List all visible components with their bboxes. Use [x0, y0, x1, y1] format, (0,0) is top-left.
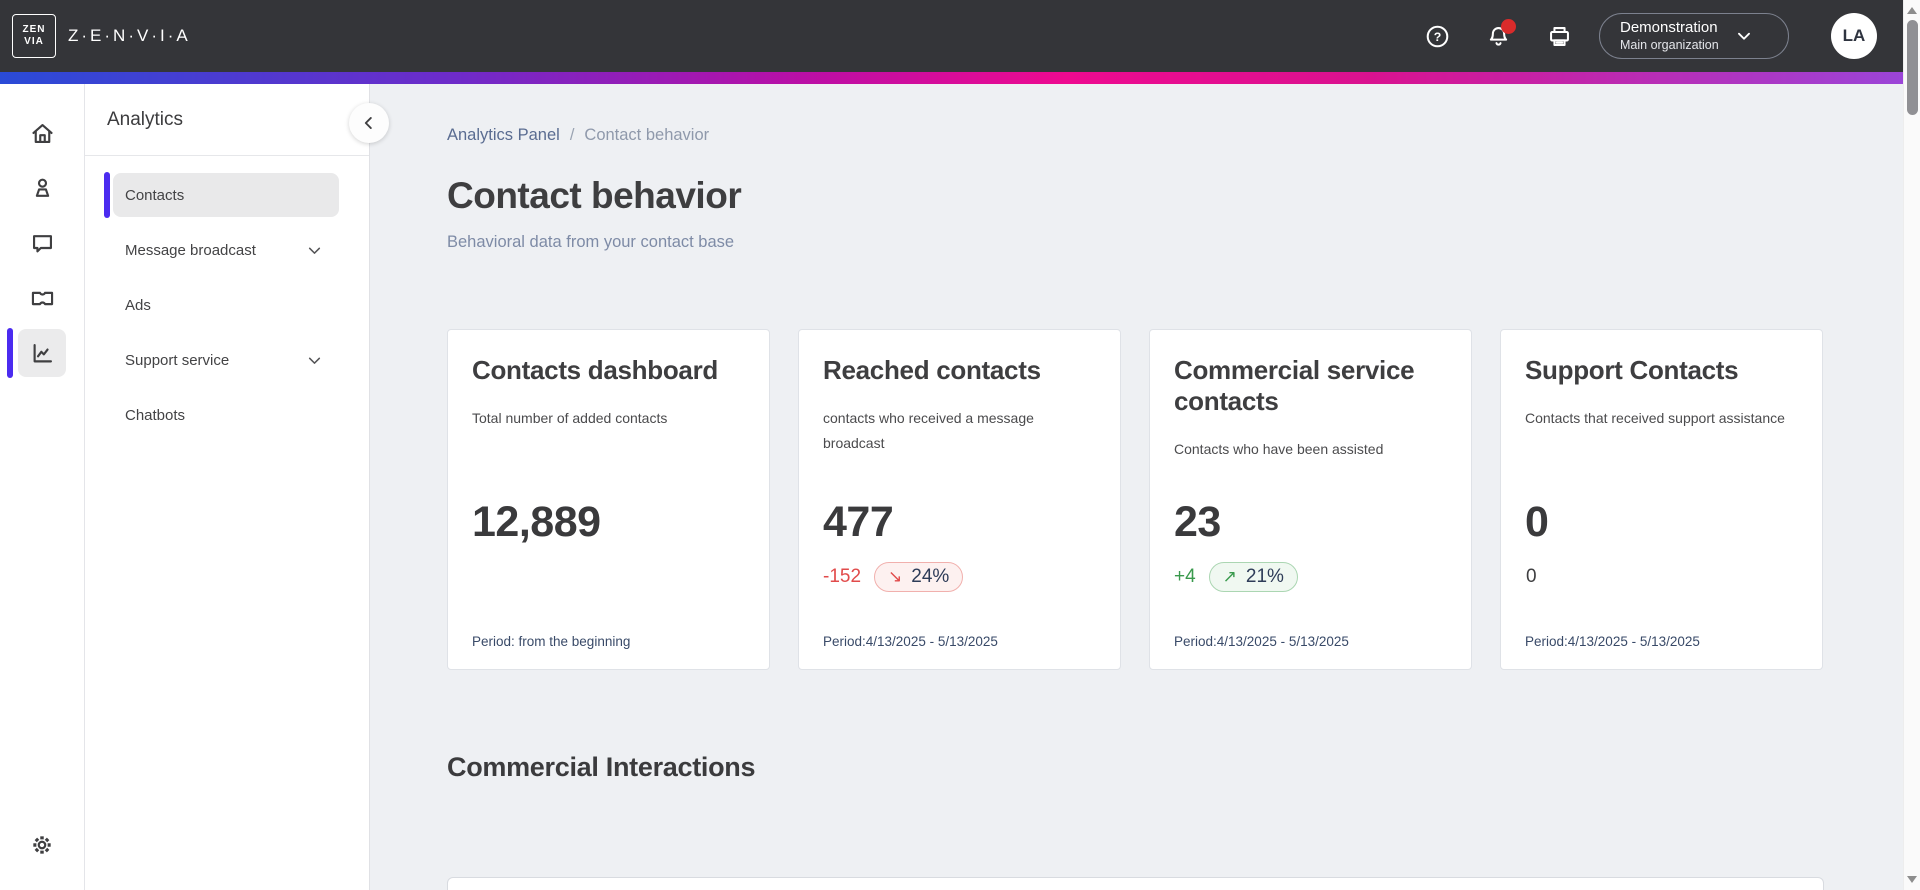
- chevron-down-icon: [308, 357, 321, 364]
- trend-up-icon: ↗: [1222, 567, 1237, 586]
- notification-badge: [1501, 19, 1516, 34]
- card-title: Support Contacts: [1525, 355, 1739, 385]
- card-delta-row: -152 ↘ 24%: [823, 562, 964, 592]
- page-scrollbar[interactable]: [1903, 0, 1920, 890]
- breadcrumb-separator: /: [569, 126, 575, 144]
- analytics-chart-icon: [33, 343, 52, 362]
- chevron-down-icon: [1737, 32, 1750, 40]
- card-value: 0: [1525, 498, 1549, 546]
- card-title: Reached contacts: [823, 355, 1041, 385]
- organization-info: Demonstration Main organization: [1620, 19, 1719, 53]
- printer-icon: [1549, 26, 1569, 46]
- brand-gradient-bar: [0, 72, 1903, 84]
- organization-name: Demonstration: [1620, 18, 1718, 36]
- card-value: 12,889: [472, 498, 601, 546]
- rail-item-conversations[interactable]: [18, 219, 66, 267]
- sidebar-nav: Contacts Message broadcast Ads Support s…: [85, 156, 369, 437]
- breadcrumb-analytics-panel[interactable]: Analytics Panel: [447, 126, 560, 144]
- trend-badge: ↘ 24%: [874, 562, 964, 592]
- page-title: Contact behavior: [447, 175, 742, 216]
- rail-item-home[interactable]: [18, 109, 66, 157]
- scrollbar-thumb[interactable]: [1907, 20, 1918, 115]
- sidebar-item-label: Support service: [125, 351, 230, 369]
- sidebar-item-label: Ads: [125, 296, 151, 314]
- delta-value: +4: [1174, 566, 1196, 587]
- card-support-contacts: Support Contacts Contacts that received …: [1500, 329, 1823, 670]
- card-description: Contacts that received support assistanc…: [1525, 410, 1785, 426]
- logo-text-bottom: VIA: [24, 35, 44, 47]
- section-title-commercial-interactions: Commercial Interactions: [447, 752, 756, 782]
- rail-item-contacts[interactable]: [18, 164, 66, 212]
- card-value: 23: [1174, 498, 1221, 546]
- sidebar-title: Analytics: [107, 109, 184, 130]
- scrollbar-down-arrow[interactable]: [1907, 876, 1917, 883]
- sidebar-item-label: Contacts: [125, 186, 185, 204]
- collapse-sidebar-button[interactable]: [349, 103, 389, 143]
- ticket-icon: [31, 291, 53, 305]
- sidebar-item-message-broadcast[interactable]: Message broadcast: [113, 228, 339, 272]
- organization-switcher[interactable]: Demonstration Main organization: [1599, 13, 1789, 59]
- help-button[interactable]: ?: [1423, 22, 1451, 50]
- sidebar-item-chatbots[interactable]: Chatbots: [113, 393, 339, 437]
- breadcrumb-current: Contact behavior: [584, 126, 710, 144]
- scrollbar-up-arrow[interactable]: [1907, 7, 1917, 14]
- rail-item-tickets[interactable]: [18, 274, 66, 322]
- person-icon: [35, 178, 49, 197]
- card-reached-contacts: Reached contacts contacts who received a…: [798, 329, 1121, 670]
- chat-icon: [32, 234, 52, 252]
- topbar-actions: ? Demonstration Main organization: [1390, 13, 1877, 59]
- svg-text:?: ?: [1433, 30, 1441, 44]
- rail-item-analytics[interactable]: [7, 328, 66, 378]
- home-icon: [31, 123, 53, 143]
- analytics-sidebar-header: Analytics: [85, 84, 369, 155]
- card-period: Period:4/13/2025 - 5/13/2025: [823, 634, 998, 649]
- card-contacts-dashboard: Contacts dashboard Total number of added…: [447, 329, 770, 670]
- breadcrumb: Analytics Panel / Contact behavior: [447, 126, 1824, 145]
- stat-cards-row: Contacts dashboard Total number of added…: [447, 329, 1824, 670]
- card-description: Contacts who have been assisted: [1174, 441, 1384, 457]
- card-delta-row: +4 ↗ 21%: [1174, 562, 1298, 592]
- card-period: Period:4/13/2025 - 5/13/2025: [1525, 634, 1700, 649]
- card-period: Period: from the beginning: [472, 634, 631, 649]
- trend-down-icon: ↘: [888, 567, 903, 586]
- rail-item-settings[interactable]: [18, 821, 66, 869]
- notifications-button[interactable]: [1484, 19, 1516, 50]
- page-subtitle: Behavioral data from your contact base: [447, 233, 735, 251]
- delta-value: -152: [823, 566, 862, 587]
- card-commercial-service-contacts: Commercial service contacts Contacts who…: [1149, 329, 1472, 670]
- main-content: Analytics Panel / Contact behavior Conta…: [370, 84, 1903, 890]
- sidebar-item-ads[interactable]: Ads: [113, 283, 339, 327]
- logo-text-top: ZEN: [22, 24, 46, 35]
- sidebar-item-support-service[interactable]: Support service: [113, 338, 339, 382]
- gear-icon: [33, 836, 51, 854]
- brand: ZEN VIA Z·E·N·V·I·A: [12, 14, 191, 58]
- analytics-sidebar: Analytics Contacts Message broadcast Ads…: [85, 84, 389, 890]
- card-title: Commercial service contacts: [1174, 355, 1415, 416]
- sidebar-item-contacts[interactable]: Contacts: [104, 172, 339, 218]
- print-button[interactable]: [1545, 22, 1573, 50]
- app-shell: Analytics Contacts Message broadcast Ads…: [0, 84, 1903, 890]
- user-avatar[interactable]: LA: [1831, 13, 1877, 59]
- card-value: 477: [823, 498, 894, 546]
- card-title: Contacts dashboard: [472, 355, 718, 385]
- chevron-left-icon: [364, 117, 372, 129]
- topbar: ZEN VIA Z·E·N·V·I·A ?: [0, 0, 1903, 72]
- commercial-interactions-card: [447, 877, 1824, 890]
- sidebar-item-label: Message broadcast: [125, 241, 256, 259]
- icon-rail: [0, 84, 85, 890]
- card-description: Total number of added contacts: [472, 410, 668, 426]
- card-period: Period:4/13/2025 - 5/13/2025: [1174, 634, 1349, 649]
- card-secondary-value: 0: [1526, 566, 1537, 587]
- trend-percentage: 21%: [1245, 566, 1284, 587]
- sidebar-item-label: Chatbots: [125, 406, 186, 424]
- help-icon: ?: [1426, 25, 1448, 47]
- trend-badge: ↗ 21%: [1208, 562, 1298, 592]
- organization-subtitle: Main organization: [1620, 37, 1719, 52]
- chevron-down-icon: [308, 247, 321, 254]
- brand-name: Z·E·N·V·I·A: [68, 26, 191, 45]
- trend-percentage: 24%: [911, 566, 950, 587]
- sidebar-divider: [85, 155, 369, 156]
- card-description: contacts who received a message broadcas…: [823, 410, 1034, 451]
- zenvia-logo-icon: ZEN VIA: [12, 14, 56, 58]
